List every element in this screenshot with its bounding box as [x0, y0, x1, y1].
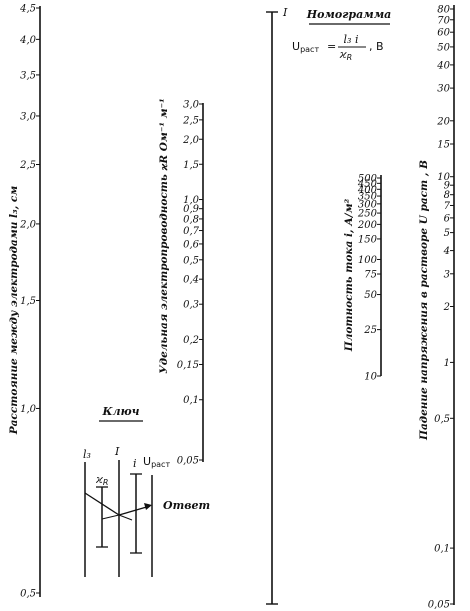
voltage-tick-label: 1 — [444, 358, 450, 369]
kappa-axis-title: Удельная электропроводность ϰR Ом⁻¹ м⁻¹ — [158, 98, 170, 374]
density-axis-title: Плотность тока i, А/м² — [343, 198, 355, 352]
density-tick-label: 10 — [364, 372, 377, 383]
l3-tick-label: 2,0 — [19, 219, 37, 230]
voltage-tick-label: 70 — [437, 15, 450, 26]
l3-tick-label: 1,0 — [20, 404, 37, 415]
voltage-tick-label: 30 — [437, 84, 450, 95]
voltage-tick-label: 15 — [437, 140, 450, 151]
density-tick-label: 400 — [357, 185, 378, 196]
l3-tick-label: 1,5 — [20, 296, 36, 307]
l3-scale: 4,5 4,0 3,5 3,0 2,5 2,0 1,5 1,0 0,5 Расстояние м… — [8, 4, 41, 600]
l3-axis-title: Расстояние между электродами l₃, см — [8, 186, 20, 436]
key-answer-label: Ответ — [163, 499, 210, 512]
voltage-tick-label: 10 — [437, 172, 450, 183]
voltage-tick-label: 3 — [444, 269, 450, 280]
kappa-tick-label: 0,2 — [183, 335, 199, 346]
key-label-l3: l₃ — [83, 448, 91, 461]
key-arrow-head — [144, 503, 152, 510]
density-tick-label: 50 — [364, 290, 377, 301]
formula-equals: = — [327, 40, 336, 53]
formula-denominator: ϰR — [339, 48, 352, 62]
voltage-tick-label: 0,5 — [434, 414, 450, 425]
voltage-axis-title: Падение напряжения в растворе U раст , В — [418, 160, 430, 441]
kappa-tick-label: 2,0 — [182, 135, 200, 146]
kappa-tick-label: 3,0 — [183, 100, 200, 111]
key-label-kappa: ϰR — [95, 473, 108, 487]
voltage-tick-label: 50 — [437, 42, 450, 53]
voltage-tick-label: 20 — [436, 116, 450, 127]
density-tick-label: 450 — [357, 179, 378, 190]
l3-tick-label: 3,5 — [20, 70, 36, 81]
key-label-I: I — [114, 445, 120, 458]
kappa-tick-label: 1,5 — [183, 160, 199, 171]
kappa-tick-label: 0,05 — [177, 456, 199, 467]
voltage-tick-label: 9 — [444, 181, 451, 192]
key-box: Ключ l₃ ϰR I i Uраст Ответ — [83, 405, 210, 577]
nomogram-header: Номограмма Uраст = l₃ i ϰR , В — [292, 8, 391, 62]
nomogram-title: Номограмма — [306, 8, 392, 21]
voltage-tick-label: 80 — [437, 5, 450, 16]
density-tick-label: 250 — [357, 209, 378, 220]
kappa-tick-label: 0,5 — [183, 255, 199, 266]
voltage-tick-label: 0,1 — [434, 544, 450, 555]
kappa-tick-label: 0,1 — [183, 395, 199, 406]
density-tick-label: 500 — [358, 174, 378, 185]
voltage-tick-label: 2 — [443, 302, 450, 313]
formula-lhs: Uраст — [292, 40, 319, 54]
key-label-i: i — [133, 457, 137, 470]
key-connector-3 — [118, 505, 151, 516]
kappa-tick-label: 0,9 — [183, 204, 200, 215]
l3-tick-label: 3,0 — [20, 111, 37, 122]
kappa-tick-label: 1,0 — [183, 195, 200, 206]
kappa-scale: 3,0 2,5 2,0 1,5 1,00,90,80,7 0,6 0,5 0,4 0,3 0,2 0… — [158, 98, 204, 467]
voltage-tick-label: 6 — [444, 213, 451, 224]
kappa-tick-label: 0,3 — [183, 300, 199, 311]
density-tick-label: 300 — [358, 199, 378, 210]
l3-tick-label: 0,5 — [20, 589, 36, 600]
voltage-tick-label: 8 — [444, 190, 450, 201]
density-tick-label: 200 — [357, 220, 378, 231]
key-title: Ключ — [102, 405, 140, 418]
l3-tick-label: 4,0 — [19, 35, 37, 46]
density-tick-label: 100 — [358, 255, 378, 266]
density-tick-label: 25 — [363, 325, 377, 336]
voltage-tick-label: 0,05 — [428, 600, 450, 611]
density-tick-label: 75 — [364, 270, 377, 281]
kappa-tick-label: 0,8 — [183, 214, 199, 225]
kappa-tick-label: 2,5 — [182, 115, 199, 126]
voltage-tick-label: 60 — [437, 28, 450, 39]
l3-tick-label: 2,5 — [19, 160, 36, 171]
formula-numerator: l₃ i — [344, 33, 359, 46]
formula-unit: , В — [369, 40, 384, 53]
kappa-tick-label: 0,6 — [183, 239, 200, 250]
key-connector-1 — [84, 492, 120, 516]
key-label-u: Uраст — [143, 455, 170, 469]
voltage-tick-label: 40 — [436, 60, 450, 71]
key-connector-2 — [101, 514, 120, 520]
density-tick-label: 350 — [358, 192, 378, 203]
kappa-tick-label: 0,15 — [177, 360, 199, 371]
voltage-tick-label: 4 — [443, 246, 450, 257]
density-tick-label: 150 — [358, 234, 378, 245]
voltage-tick-label: 7 — [444, 201, 451, 212]
kappa-tick-label: 0,7 — [183, 226, 200, 237]
kappa-tick-label: 0,4 — [183, 275, 199, 286]
i-axis-top-label: I — [282, 6, 288, 19]
voltage-tick-label: 5 — [444, 228, 450, 239]
key-connector-4 — [118, 514, 133, 521]
i-scale: I — [266, 6, 288, 605]
l3-tick-label: 4,5 — [19, 4, 36, 15]
